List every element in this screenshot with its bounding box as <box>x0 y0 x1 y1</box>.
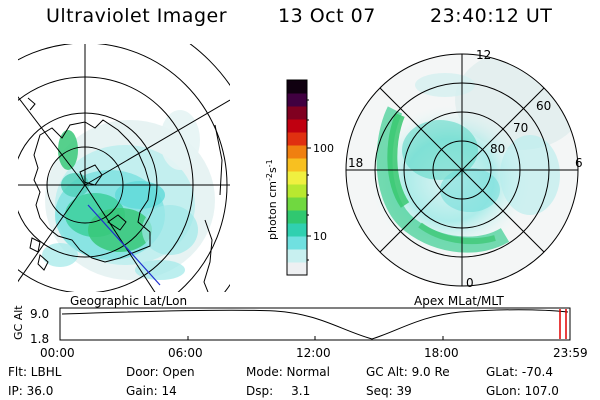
colorbar-cell <box>287 236 307 250</box>
mlt-label-12: 12 <box>476 48 491 62</box>
geographic-caption: Geographic Lat/Lon <box>70 294 187 308</box>
altitude-ytick-1-8: 1.8 <box>30 332 49 346</box>
colorbar-scale <box>287 80 307 276</box>
colorbar-unit: photon cm-2s-1 <box>265 159 279 240</box>
colorbar-cell <box>287 93 307 107</box>
mlt-label-0: 0 <box>466 276 474 290</box>
magnetic-caption: Apex MLat/MLT <box>414 294 504 308</box>
altitude-xtick-0000: 00:00 <box>40 346 75 360</box>
ip-status: IP: 36.0 <box>8 384 54 398</box>
altitude-ytick-9: 9.0 <box>30 307 49 321</box>
colorbar-tick-100: 100 <box>313 142 334 155</box>
dsp-label: Dsp: <box>246 384 274 398</box>
altitude-ylabel: GC Alt <box>12 305 25 340</box>
colorbar-cell <box>287 210 307 224</box>
altitude-plot: GC Alt 9.0 1.8 00:00 06:00 12:00 18:00 2… <box>12 305 588 360</box>
colorbar-tick-10: 10 <box>313 230 327 243</box>
colorbar: 100 10 photon cm-2s-1 <box>265 79 334 276</box>
altitude-x-ticks <box>187 336 444 340</box>
geographic-emission <box>42 110 215 280</box>
mlat-label-70: 70 <box>513 121 528 135</box>
image-time: 23:40:12 UT <box>430 5 553 27</box>
instrument-title: Ultraviolet Imager <box>46 5 228 27</box>
mlat-label-80: 80 <box>490 142 505 156</box>
colorbar-cell <box>287 145 307 159</box>
door-status: Door: Open <box>126 365 195 379</box>
geographic-map: Geographic Lat/Lon <box>18 44 230 308</box>
colorbar-cell <box>287 106 307 120</box>
colorbar-cell <box>287 80 307 94</box>
mlt-label-18: 18 <box>348 156 363 170</box>
colorbar-ticks <box>307 99 311 261</box>
dsp-status: Dsp: 3.1 <box>246 384 310 398</box>
gain-status: Gain: 14 <box>126 384 177 398</box>
altitude-curve <box>61 309 569 340</box>
colorbar-cell <box>287 184 307 198</box>
mlt-lines <box>346 54 578 286</box>
glat-status: GLat: -70.4 <box>486 365 553 379</box>
mlat-label-60: 60 <box>536 99 551 113</box>
altitude-xtick-1200: 12:00 <box>296 346 331 360</box>
colorbar-cell <box>287 119 307 133</box>
colorbar-cell <box>287 158 307 172</box>
colorbar-cell <box>287 249 307 263</box>
glon-status: GLon: 107.0 <box>486 384 559 398</box>
ground-track <box>87 204 161 286</box>
altitude-xtick-0600: 06:00 <box>168 346 203 360</box>
sequence-status: Seq: 39 <box>366 384 412 398</box>
altitude-xtick-2359: 23:59 <box>553 346 588 360</box>
coastlines <box>27 97 223 292</box>
dsp-value: 3.1 <box>291 384 311 398</box>
colorbar-cell <box>287 223 307 237</box>
colorbar-cell <box>287 197 307 211</box>
altitude-xtick-1800: 18:00 <box>424 346 459 360</box>
mode-status: Mode: Normal <box>246 365 330 379</box>
colorbar-cell <box>287 171 307 185</box>
image-date: 13 Oct 07 <box>278 5 376 27</box>
altitude-plot-frame <box>59 307 571 341</box>
filter-status: Flt: LBHL <box>8 365 62 379</box>
colorbar-cell <box>287 262 307 276</box>
mlt-label-6: 6 <box>575 156 583 170</box>
magnetic-map: 12 18 6 0 60 70 80 Apex MLat/MLT <box>345 48 583 308</box>
gc-alt-status: GC Alt: 9.0 Re <box>366 365 450 379</box>
colorbar-cell <box>287 132 307 146</box>
